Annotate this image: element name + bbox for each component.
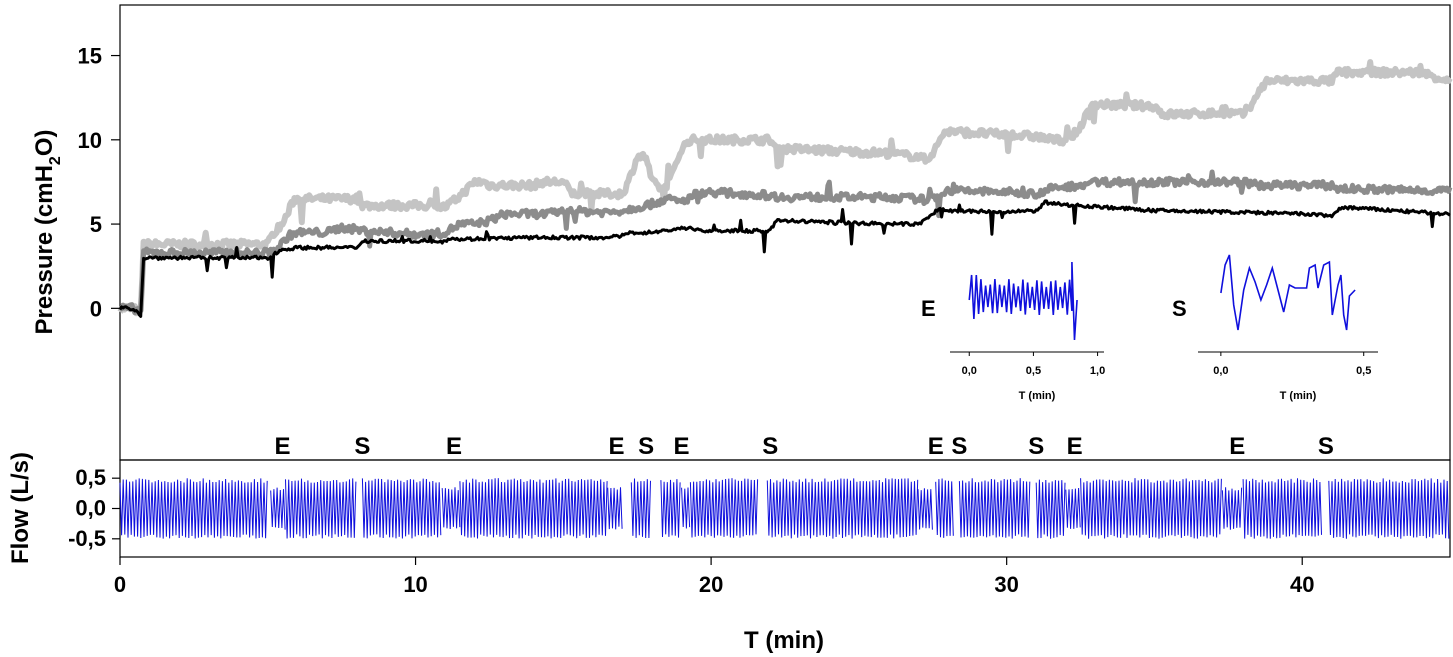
flow-trace-segment bbox=[1221, 487, 1243, 530]
event-marker-s: S bbox=[762, 433, 778, 460]
pressure-y-tick-label: 10 bbox=[78, 128, 102, 153]
inset-x-tick-label: 1,0 bbox=[1090, 365, 1105, 377]
inset-e-trace bbox=[968, 261, 1078, 341]
inset-x-tick-label: 0,0 bbox=[1213, 365, 1228, 377]
pressure-y-label-subscript: 2 bbox=[47, 156, 64, 165]
event-marker-e: E bbox=[1229, 433, 1245, 460]
inset-e: E 0,0 0,5 1,0 T (min) bbox=[921, 261, 1105, 402]
x-tick-label: 0 bbox=[114, 572, 126, 597]
flow-trace-segment bbox=[935, 478, 954, 538]
flow-trace-segment bbox=[689, 478, 759, 538]
x-axis: 0 10 20 30 40 bbox=[114, 557, 1314, 597]
flow-y-tick-label: -0,5 bbox=[68, 526, 106, 551]
inset-s-x-label: T (min) bbox=[1280, 390, 1317, 402]
x-tick-label: 20 bbox=[699, 572, 723, 597]
flow-trace-segment bbox=[681, 487, 691, 529]
inset-s-trace bbox=[1220, 254, 1356, 331]
event-marker-e: E bbox=[928, 433, 944, 460]
flow-trace-segment bbox=[1328, 478, 1450, 539]
flow-trace-segment bbox=[660, 479, 681, 538]
inset-e-ticks: 0,0 0,5 1,0 bbox=[962, 352, 1105, 377]
flow-y-axis-label: Flow (L/s) bbox=[7, 452, 34, 564]
pressure-series-3 bbox=[118, 199, 1451, 318]
flow-trace-segment bbox=[459, 478, 608, 539]
event-marker-e: E bbox=[1067, 433, 1083, 460]
inset-e-marker: E bbox=[921, 296, 936, 321]
inset-s-marker: S bbox=[1172, 296, 1187, 321]
x-tick-label: 10 bbox=[403, 572, 427, 597]
event-marker-e: E bbox=[446, 433, 462, 460]
event-marker-e: E bbox=[609, 433, 625, 460]
flow-y-ticks: 0,5 0,0 -0,5 bbox=[68, 465, 120, 551]
inset-s-ticks: 0,0 0,5 bbox=[1213, 352, 1371, 377]
flow-trace-segment bbox=[1080, 478, 1222, 539]
flow-trace-segment bbox=[361, 478, 442, 539]
flow-trace-segment bbox=[766, 478, 919, 539]
event-marker-s: S bbox=[1318, 433, 1334, 460]
flow-trace-segment bbox=[441, 487, 461, 530]
flow-trace-segment bbox=[270, 487, 286, 530]
event-marker-s: S bbox=[951, 433, 967, 460]
event-marker-s: S bbox=[638, 433, 654, 460]
x-axis-label: T (min) bbox=[744, 627, 824, 654]
flow-trace-segment bbox=[1035, 479, 1066, 539]
inset-e-x-label: T (min) bbox=[1019, 390, 1056, 402]
flow-trace-segment bbox=[958, 478, 1031, 539]
event-marker-e: E bbox=[674, 433, 690, 460]
pressure-series-2 bbox=[119, 169, 1453, 316]
event-marker-s: S bbox=[354, 433, 370, 460]
x-tick-label: 30 bbox=[994, 572, 1018, 597]
flow-trace-segment bbox=[1242, 478, 1322, 539]
x-tick-label: 40 bbox=[1290, 572, 1314, 597]
flow-series-group bbox=[119, 478, 1450, 539]
event-marker-e: E bbox=[275, 433, 291, 460]
flow-panel: 0,5 0,0 -0,5 Flow (L/s) bbox=[7, 452, 1451, 564]
flow-y-tick-label: 0,0 bbox=[75, 496, 106, 521]
inset-x-tick-label: 0,0 bbox=[962, 365, 977, 377]
pressure-series-1 bbox=[117, 59, 1453, 317]
flow-trace-segment bbox=[917, 488, 933, 530]
inset-s: S 0,0 0,5 T (min) bbox=[1172, 254, 1378, 402]
flow-trace-segment bbox=[285, 478, 357, 539]
pressure-y-ticks: 0 5 10 15 bbox=[78, 44, 120, 321]
inset-x-tick-label: 0,5 bbox=[1026, 365, 1041, 377]
pressure-y-axis-label: Pressure (cmH2O) bbox=[31, 130, 64, 335]
flow-trace-segment bbox=[607, 487, 623, 530]
event-marker-s: S bbox=[1028, 433, 1044, 460]
pressure-y-tick-label: 0 bbox=[90, 296, 102, 321]
flow-trace-segment bbox=[119, 478, 268, 539]
inset-x-tick-label: 0,5 bbox=[1356, 365, 1371, 377]
pressure-series-group bbox=[117, 59, 1453, 318]
flow-y-tick-label: 0,5 bbox=[75, 465, 106, 490]
pressure-y-tick-label: 15 bbox=[78, 44, 102, 69]
pressure-y-label-main: Pressure (cmH bbox=[31, 165, 58, 334]
pressure-y-label-end: O) bbox=[31, 130, 58, 157]
flow-trace-segment bbox=[630, 478, 651, 539]
flow-trace-segment bbox=[1065, 487, 1081, 529]
pressure-y-tick-label: 5 bbox=[90, 212, 102, 237]
